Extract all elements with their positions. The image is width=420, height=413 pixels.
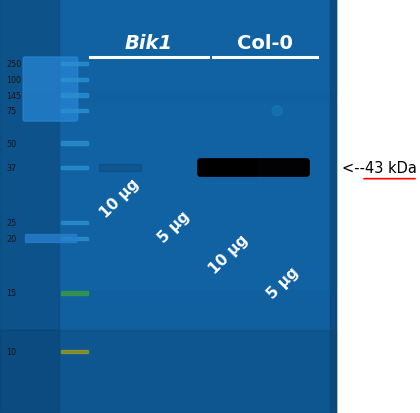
Bar — [25, 235, 76, 243]
Text: <--43 kDa: <--43 kDa — [342, 161, 417, 176]
Text: 20: 20 — [6, 234, 16, 243]
Bar — [0, 0, 59, 413]
Text: 37: 37 — [6, 164, 16, 173]
Text: Bik1: Bik1 — [125, 34, 173, 53]
Bar — [330, 0, 336, 413]
FancyBboxPatch shape — [258, 159, 309, 177]
Text: 10 μg: 10 μg — [97, 176, 142, 221]
Bar — [61, 292, 88, 295]
Text: 100: 100 — [6, 76, 21, 85]
Bar — [61, 237, 88, 240]
Bar — [0, 0, 336, 91]
Bar — [61, 166, 88, 170]
Bar — [0, 0, 336, 413]
Bar — [61, 110, 88, 113]
Circle shape — [272, 107, 282, 116]
FancyBboxPatch shape — [198, 159, 260, 177]
Text: 250: 250 — [6, 59, 21, 69]
Bar — [99, 164, 141, 172]
Text: 5 μg: 5 μg — [265, 264, 302, 301]
Text: 75: 75 — [6, 107, 16, 116]
Bar — [0, 330, 336, 413]
Text: 15: 15 — [6, 289, 16, 298]
Bar — [61, 142, 88, 145]
Text: Col-0: Col-0 — [236, 34, 293, 53]
Text: 145: 145 — [6, 91, 21, 100]
Bar — [61, 79, 88, 82]
Text: 50: 50 — [6, 139, 16, 148]
Text: 25: 25 — [6, 218, 16, 228]
Bar — [61, 94, 88, 97]
FancyBboxPatch shape — [23, 58, 78, 122]
Bar — [61, 350, 88, 354]
Bar — [61, 221, 88, 225]
Bar — [61, 62, 88, 66]
Text: 5 μg: 5 μg — [156, 208, 193, 245]
Text: 10: 10 — [6, 347, 16, 356]
Text: 10 μg: 10 μg — [207, 232, 251, 277]
Bar — [59, 103, 336, 289]
